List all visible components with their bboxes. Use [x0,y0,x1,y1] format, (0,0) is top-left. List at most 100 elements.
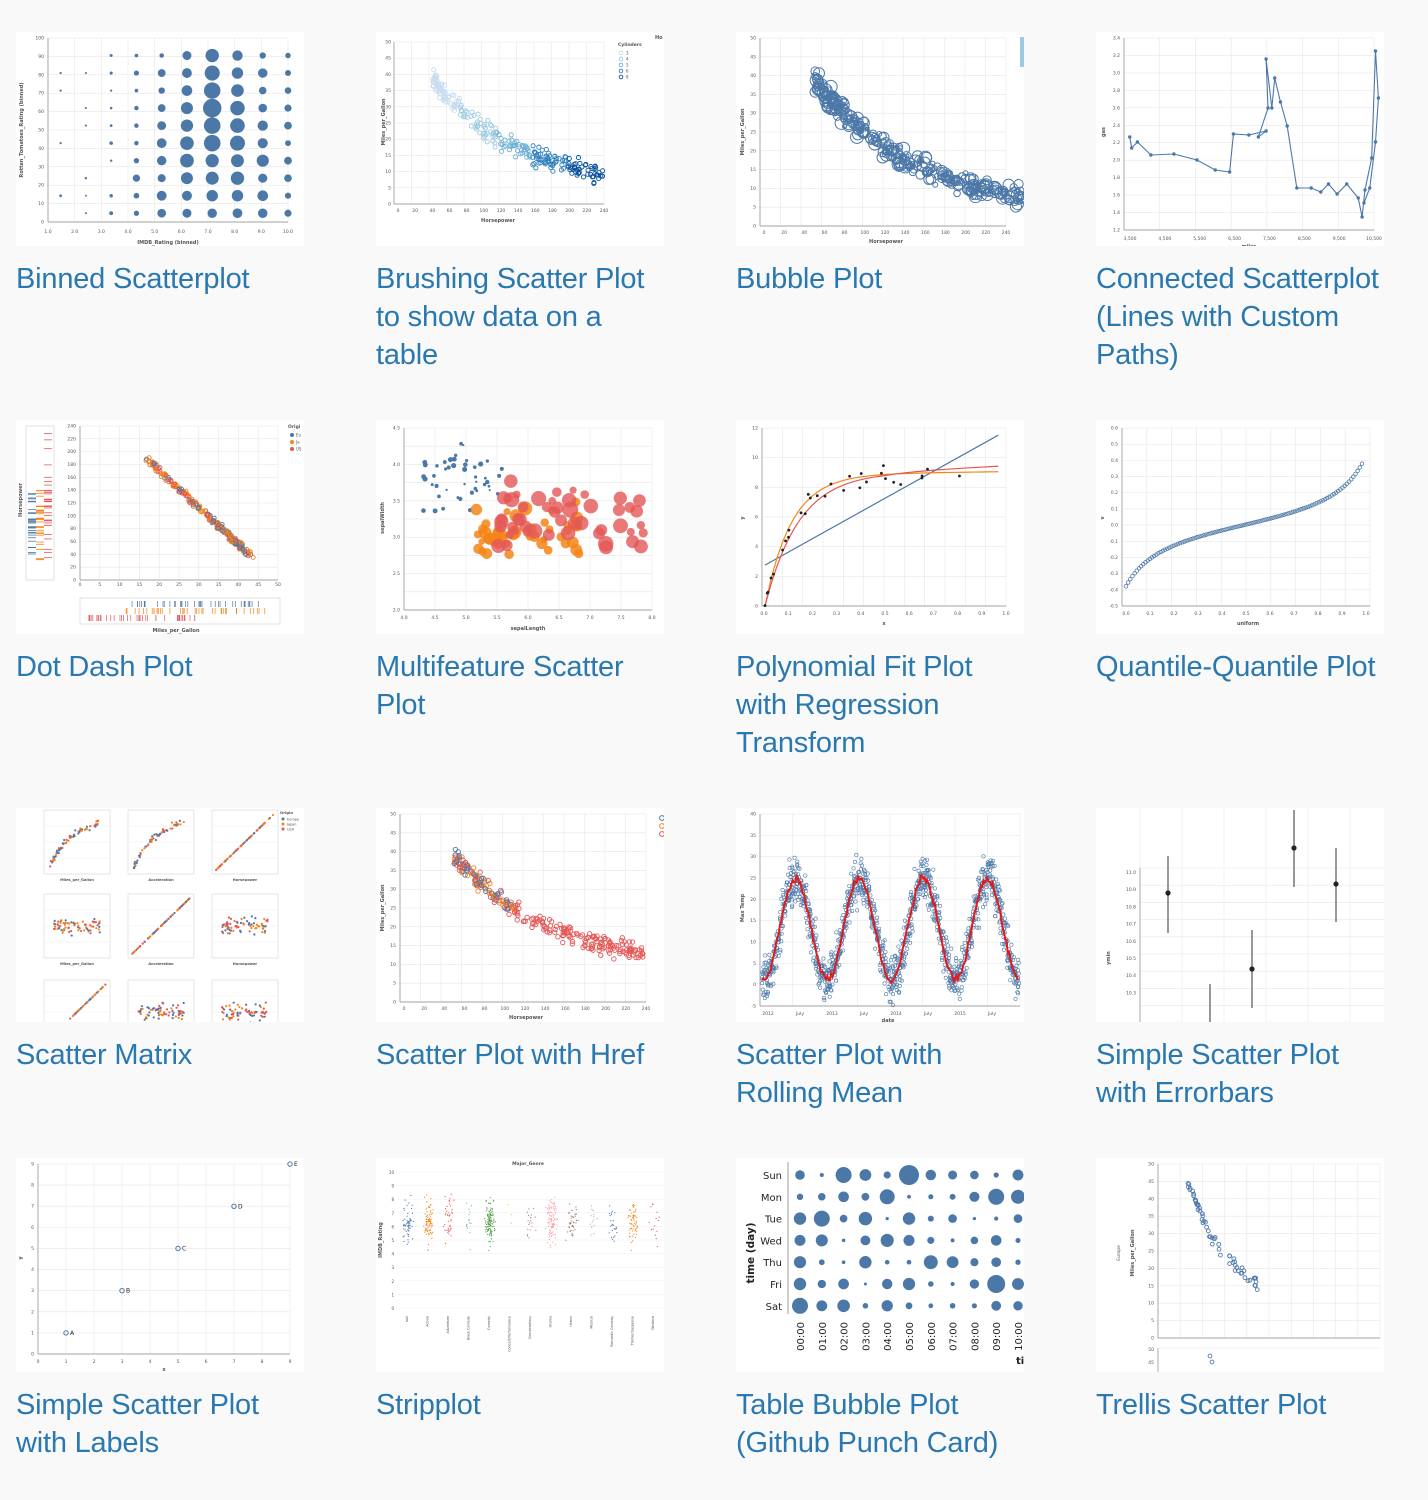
gallery-item-polynomial-fit[interactable]: 0 2 4 6 8 10 12 0.0 0.1 0.2 0.3 0.4 0.5 0.6 0.7 0.8 0.9 1… [736,420,1026,762]
data-point [879,943,884,948]
data-point [527,1214,530,1217]
genre-label: null [405,1316,409,1322]
gallery-item-quantile-quantile[interactable]: -0.5 -0.4 -0.3 -0.2 -0.1 0.0 0.1 0.2 0.3 0.4 0.5 0.… [1096,420,1386,686]
data-point [250,554,256,560]
data-point [560,525,576,541]
gallery-item-bubble-plot[interactable]: 0 5 10 15 20 25 30 35 40 45 50 0 20 40 60 80 100 120 140 16… [736,32,1026,298]
data-point [1260,518,1265,523]
data-point [1242,522,1248,527]
thumbnail-binned-scatterplot[interactable]: 0 10 20 30 40 50 60 70 80 90 100 1.0 2.0 3.0 4.0 5.0 6.0… [16,32,304,246]
data-point [532,1207,535,1209]
punch-bubble [906,1259,912,1265]
data-point [1165,890,1171,896]
data-point [940,958,945,963]
data-point [900,159,908,166]
gallery-item-connected-scatterplot[interactable]: 1.2 1.4 1.6 1.8 2.0 2.2 2.4 2.6 2.8 3.0 3.2 3.4 3,50… [1096,32,1386,374]
data-point [615,1227,618,1230]
data-point [918,859,923,864]
item-title[interactable]: Simple Scatter Plot with Labels [16,1389,259,1459]
data-point [567,925,573,931]
data-point [811,924,816,929]
item-title[interactable]: Bubble Plot [736,263,883,295]
item-title[interactable]: Polynomial Fit Plot with Regression Tran… [736,651,973,759]
data-point [962,976,967,981]
data-point [1376,96,1381,100]
gallery-item-binned-scatterplot[interactable]: 0 10 20 30 40 50 60 70 80 90 100 1.0 2.0 3.0 4.0 5.0 6.0… [16,32,306,298]
thumbnail-quantile-quantile[interactable]: -0.5 -0.4 -0.3 -0.2 -0.1 0.0 0.1 0.2 0.3 0.4 0.5 0.… [1096,420,1384,634]
item-title[interactable]: Scatter Plot with Href [376,1039,644,1071]
data-point [774,965,779,970]
legend-label: 5 [626,63,629,68]
thumbnail-connected-scatterplot[interactable]: 1.2 1.4 1.6 1.8 2.0 2.2 2.4 2.6 2.8 3.0 3.2 3.4 3,50… [1096,32,1384,246]
item-title[interactable]: Quantile-Quantile Plot [1096,651,1376,683]
data-point [611,1236,613,1239]
thumbnail-polynomial-fit[interactable]: 0 2 4 6 8 10 12 0.0 0.1 0.2 0.3 0.4 0.5 0.6 0.7 0.8 0.9 1… [736,420,1024,634]
gallery-item-brushing-scatter[interactable]: 0 5 10 15 20 25 30 35 40 45 50 0 20 40 60 80 100 120 140 16… [376,32,666,374]
thumbnail-bubble-plot[interactable]: 0 5 10 15 20 25 30 35 40 45 50 0 20 40 60 80 100 120 140 16… [736,32,1024,246]
data-point [634,1236,637,1239]
thumbnail-brushing-scatter[interactable]: 0 5 10 15 20 25 30 35 40 45 50 0 20 40 60 80 100 120 140 16… [376,32,664,246]
thumbnail-rolling-mean[interactable]: -5 0 5 10 15 20 25 30 35 40 2012 July 2013 July 2014 Ju… [736,808,1024,1022]
punch-bubble [928,1281,934,1287]
data-point [267,817,271,821]
data-point [262,1007,265,1010]
thumbnail-stripplot[interactable]: Major_Genre 10 9 8 7 6 5 4 3 2 1 0 IMDB_Rating null Ac… [376,1158,664,1372]
gallery-item-dot-dash-plot[interactable]: 0 20 40 60 80 100 120 140 160 180 200 220 240 0 5 10 15 2… [16,420,306,686]
gallery-item-scatter-href[interactable]: 0 5 10 15 20 25 30 35 40 45 50 0 20 40 60 80 100 120 140 16… [376,808,666,1074]
item-title[interactable]: Dot Dash Plot [16,651,193,683]
thumbnail-multifeature-scatter[interactable]: 2.0 2.5 3.0 3.5 4.0 4.5 4.0 4.5 5.0 5.5 6.0 6.5 7.0 7… [376,420,664,634]
data-point [763,604,767,607]
tick-label: 50 [750,36,756,42]
item-title[interactable]: Multifeature Scatter Plot [376,651,624,721]
data-point [1156,551,1161,556]
tick-label: 240 [642,1006,651,1012]
item-title[interactable]: Stripplot [376,1389,481,1421]
data-point [881,943,886,948]
data-point [1346,479,1352,484]
thumbnail-punch-card[interactable]: Sun Mon Tue Wed Thu Fri Sat time (day) 00:00 01:0… [736,1158,1024,1372]
item-title[interactable]: Scatter Matrix [16,1039,193,1071]
thumbnail-dot-dash-plot[interactable]: 0 20 40 60 80 100 120 140 160 180 200 220 240 0 5 10 15 2… [16,420,304,634]
tick-label: 35 [750,92,756,98]
gallery-item-punch-card[interactable]: Sun Mon Tue Wed Thu Fri Sat time (day) 00:00 01:0… [736,1158,1026,1462]
gallery-item-multifeature-scatter[interactable]: 2.0 2.5 3.0 3.5 4.0 4.5 4.0 4.5 5.0 5.5 6.0 6.5 7.0 7… [376,420,666,724]
item-title[interactable]: Simple Scatter Plot with Errorbars [1096,1039,1339,1109]
day-label: Tue [764,1215,782,1226]
data-point [491,1210,493,1212]
thumbnail-scatter-matrix[interactable]: Miles_per_Gallon Acceleration Horsepower Mi… [16,808,304,1022]
data-point [159,1007,162,1010]
data-point [634,1205,636,1207]
tick-label: 25 [750,876,756,882]
data-point [888,999,893,1004]
gallery-item-rolling-mean[interactable]: -5 0 5 10 15 20 25 30 35 40 2012 July 2013 July 2014 Ju… [736,808,1026,1112]
gallery-item-scatter-matrix[interactable]: Miles_per_Gallon Acceleration Horsepower Mi… [16,808,306,1074]
tick-label: 50 [275,582,281,588]
data-point [632,1230,634,1232]
data-point [182,1011,185,1014]
data-point [834,102,849,117]
tick-label: 12 [752,426,758,432]
item-title[interactable]: Scatter Plot with Rolling Mean [736,1039,943,1109]
data-point [1173,542,1178,548]
binned-point [204,65,220,81]
tick-label: 9 [31,1162,34,1168]
gallery-item-stripplot[interactable]: Major_Genre 10 9 8 7 6 5 4 3 2 1 0 IMDB_Rating null Ac… [376,1158,666,1424]
item-title[interactable]: Brushing Scatter Plot to show data on a … [376,263,645,371]
data-point [408,1226,410,1228]
data-point [837,928,842,933]
thumbnail-errorbars[interactable]: 11.0 10.9 10.8 10.7 10.6 10.5 10.4 10.3 ymin [1096,808,1384,1022]
tick-label: 100 [480,208,489,214]
data-point [54,853,57,856]
tick-label: 2.0 [71,229,78,235]
gallery-item-errorbars[interactable]: 11.0 10.9 10.8 10.7 10.6 10.5 10.4 10.3 ymin Sim… [1096,808,1386,1112]
tick-label: 1.2 [1113,228,1120,234]
data-point [430,1226,432,1228]
legend-title: Origi [288,424,301,430]
item-title[interactable]: Binned Scatterplot [16,263,250,295]
thumbnail-scatter-href[interactable]: 0 5 10 15 20 25 30 35 40 45 50 0 20 40 60 80 100 120 140 16… [376,808,664,1022]
item-title[interactable]: Connected Scatterplot (Lines with Custom… [1096,263,1379,371]
data-point [144,1016,148,1019]
data-point [514,911,520,917]
